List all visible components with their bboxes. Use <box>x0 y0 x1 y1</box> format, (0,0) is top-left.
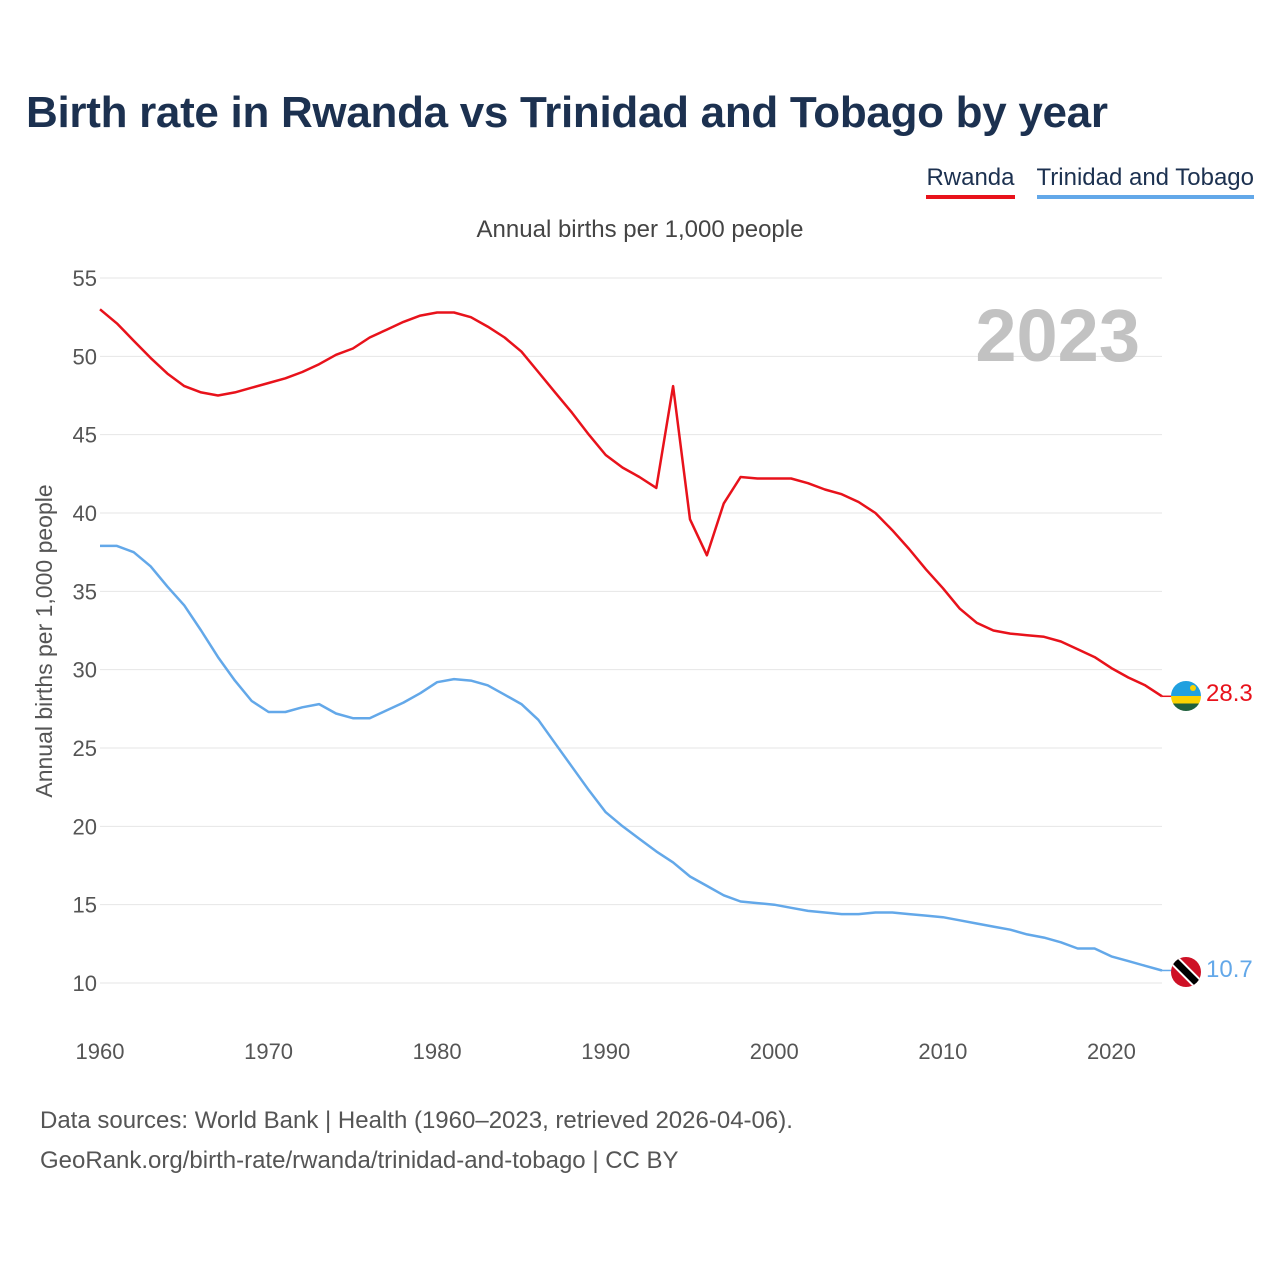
y-axis-label: Annual births per 1,000 people <box>31 484 57 797</box>
rwanda-flag-icon <box>1171 681 1201 711</box>
footer-sources: Data sources: World Bank | Health (1960–… <box>40 1107 793 1134</box>
y-tick-label: 55 <box>73 266 97 291</box>
chart-title: Birth rate in Rwanda vs Trinidad and Tob… <box>26 88 1108 137</box>
x-tick-label: 1990 <box>581 1039 630 1064</box>
x-tick-label: 2010 <box>918 1039 967 1064</box>
y-tick-label: 30 <box>73 658 97 683</box>
x-tick-label: 1980 <box>413 1039 462 1064</box>
trinidad-flag-icon <box>1171 957 1201 987</box>
footer-link[interactable]: GeoRank.org/birth-rate/rwanda/trinidad-a… <box>40 1147 679 1174</box>
y-tick-label: 35 <box>73 579 97 604</box>
y-tick-label: 15 <box>73 893 97 918</box>
y-tick-label: 20 <box>73 814 97 839</box>
x-tick-label: 1960 <box>76 1039 125 1064</box>
y-tick-label: 50 <box>73 344 97 369</box>
legend-item-trinidad[interactable]: Trinidad and Tobago <box>1036 164 1254 199</box>
chart-subtitle: Annual births per 1,000 people <box>476 216 804 243</box>
series-line-rwanda[interactable] <box>99 308 1163 698</box>
y-tick-label: 25 <box>73 736 97 761</box>
legend-item-rwanda[interactable]: Rwanda <box>926 164 1015 199</box>
y-tick-label: 45 <box>73 423 97 448</box>
end-value-label-rwanda: 28.3 <box>1206 680 1253 707</box>
x-tick-label: 2020 <box>1087 1039 1136 1064</box>
y-tick-label: 10 <box>73 971 97 996</box>
legend: Rwanda Trinidad and Tobago <box>926 164 1254 199</box>
x-tick-label: 1970 <box>244 1039 293 1064</box>
year-watermark: 2023 <box>975 294 1140 377</box>
x-tick-label: 2000 <box>750 1039 799 1064</box>
series-line-trinidad[interactable] <box>100 544 1163 972</box>
y-tick-label: 40 <box>73 501 97 526</box>
end-value-label-trinidad: 10.7 <box>1206 956 1253 983</box>
